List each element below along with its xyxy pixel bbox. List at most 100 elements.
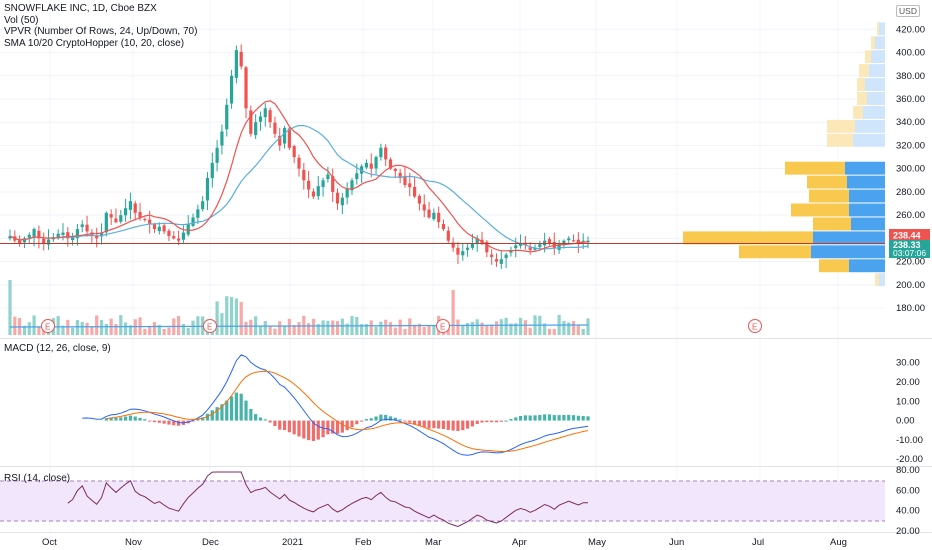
candle [191,217,195,226]
y-tick-label: 300.00 [896,164,925,175]
volume-bar [307,323,311,335]
volume-bar [143,328,147,335]
rsi-tick-label: 40.00 [896,506,920,517]
candle [95,235,99,239]
candle [249,110,253,134]
macd-label[interactable]: MACD (12, 26, close, 9) [4,343,111,354]
macd-hist-bar [210,410,214,421]
volume-bar [456,319,460,335]
earnings-label: E [440,323,445,332]
volume-bar [75,319,80,335]
candle [311,191,316,197]
macd-hist-bar [499,420,503,422]
grid [0,0,885,532]
candle [571,240,576,242]
candle [148,219,152,225]
macd-legend[interactable]: MACD (12, 26, close, 9) [4,343,111,355]
candle [403,175,407,185]
candle [229,75,234,104]
macd-signal-line [106,370,589,452]
candle [239,51,243,67]
earnings-icon [41,319,55,333]
volume-bar [403,328,407,335]
candle [128,201,133,210]
candle [42,238,46,244]
vpvr-indicator-label[interactable]: VPVR (Number Of Rows, 24, Up/Down, 70) [4,26,198,37]
symbol-title[interactable]: SNOWFLAKE INC, 1D, Cboe BZX [4,3,157,14]
vol-indicator-label[interactable]: Vol (50) [4,14,39,26]
candle [258,116,263,122]
macd-hist-bar [254,414,258,421]
vpvr-down-bar [845,161,885,175]
macd-hist-bar [422,420,426,428]
rsi-label[interactable]: RSI (14, close) [4,473,71,484]
macd-hist-bar [128,415,133,421]
svg-text:03:07:06: 03:07:06 [893,248,926,258]
candle [56,233,60,238]
candle [307,180,311,190]
volume-bar [340,318,344,335]
vpvr-up-bar [857,92,867,105]
macd-hist-bar [437,420,441,429]
rsi-legend[interactable]: RSI (14, close) [4,473,70,485]
macd-hist-bar [138,417,142,421]
y-axis[interactable]: 420.00 400.00 380.00 360.00 340.00 320.00 300.… [896,24,925,537]
macd-hist-bar [408,420,412,423]
x-axis[interactable]: Oct Nov Dec 2021 Feb Mar Apr May Jun Jul Aug [42,537,847,548]
volume-bar [413,324,417,335]
vpvr-up-bar [819,259,849,273]
candle [157,226,161,232]
vpvr-histogram [683,22,885,287]
candle [509,249,513,253]
volume-bar [470,322,474,335]
macd-hist-bar [485,420,489,423]
volume-bar [465,322,470,335]
volume-bar [114,323,118,335]
x-tick-label: Apr [512,537,527,548]
macd-hist-bar [225,400,229,421]
vpvr-up-bar [813,217,851,231]
macd-hist-bar [172,420,176,426]
earnings-icon [748,319,762,333]
candle [504,254,508,259]
macd-hist-bar [311,420,316,442]
volume-bar [273,328,277,335]
macd-hist-bar [133,416,137,421]
macd-hist-bar [316,420,320,440]
volume-bar [518,317,523,335]
macd-tick-label: -10.00 [896,435,923,446]
rsi-band [0,481,885,521]
candle [27,234,31,238]
volume-bar [104,323,108,335]
vpvr-up-bar [791,203,849,217]
macd-hist-bar [152,420,157,423]
candle [215,147,219,163]
macd-hist-bar [446,420,450,430]
x-tick-label: Nov [125,537,142,548]
volume-bar [417,323,422,335]
candle [461,251,465,256]
volume-bar [384,319,388,335]
volume-bar [215,301,219,335]
candle [475,238,479,244]
vpvr-down-bar [849,203,885,217]
candle [263,108,267,118]
candle [254,122,258,136]
candle [552,241,556,248]
currency-badge[interactable]: USD [896,5,920,17]
candle [292,146,296,158]
candle [422,204,426,211]
macd-hist-bar [258,417,263,421]
candle [22,238,27,243]
sma-indicator-label[interactable]: SMA 10/20 CryptoHopper (10, 20, close) [4,37,185,49]
vpvr-down-bar [851,217,885,231]
candle [75,229,80,239]
candle [432,212,436,220]
candle [567,238,571,241]
volume-bar [499,319,503,335]
macd-hist-bar [292,420,296,435]
candle [441,224,446,230]
candle [61,232,65,235]
